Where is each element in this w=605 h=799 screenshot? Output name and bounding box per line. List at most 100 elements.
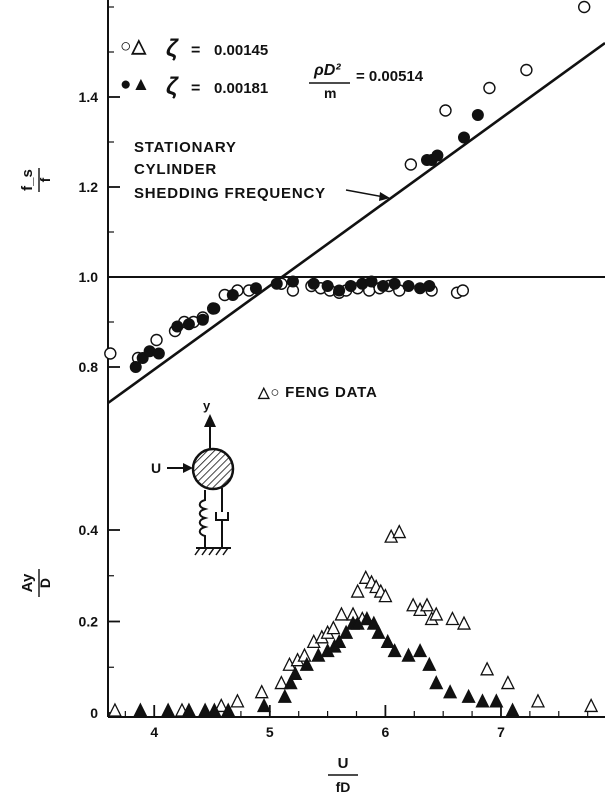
lower-data-point [230,693,245,708]
upper-series-1 [129,109,484,373]
upper-data-point [208,302,221,315]
upper-y-label-den: f [37,177,53,182]
lower-data-point [380,633,395,649]
lower-data-point [181,702,196,717]
lower-data-point [371,624,386,639]
lower-data-point [422,656,437,671]
upper-data-point [457,131,470,144]
lower-data-point [107,702,122,717]
lower-data-point [161,702,176,717]
upper-data-point [171,320,184,333]
data-marks [104,0,599,717]
legend-row1-symbols: ○△ [120,36,147,57]
lower-data-point [350,583,365,598]
upper-y-tick-label: 0.8 [79,359,99,375]
upper-y-tick-label: 1.2 [79,179,99,195]
lower-data-point [445,611,460,626]
shedding-label-line2: CYLINDER [134,161,217,178]
lower-data-point [254,684,269,699]
legend: ○△ ζ = 0.00145 ●▲ ζ = 0.00181 ρD² m = 0.… [120,35,424,101]
upper-data-point [143,345,156,358]
cylinder-diagram: y U [151,398,235,556]
lower-data-point [311,647,326,662]
lower-data-point [429,675,444,690]
lower-data-point [274,675,289,690]
upper-data-point [104,347,117,360]
lower-data-point [443,684,458,699]
upper-y-axis-title: f_s f [19,168,53,192]
lower-data-point [334,606,349,621]
upper-data-point [249,282,262,295]
lower-data-point [297,647,312,662]
lower-data-point [584,697,599,713]
lower-data-point [326,620,341,635]
shedding-frequency-line [107,41,605,405]
lower-series-1 [133,611,520,717]
upper-data-point [344,280,357,292]
upper-data-point [456,284,470,297]
lower-data-point [207,702,222,717]
upper-data-point [404,158,418,171]
x-tick-label: 7 [497,724,505,740]
upper-data-point [129,361,142,373]
shedding-annotation: STATIONARY CYLINDER SHEDDING FREQUENCY [134,139,390,202]
upper-data-point [414,282,427,295]
upper-data-point [150,333,163,347]
lower-data-point [429,606,444,621]
reference-lines [107,41,605,405]
lower-data-point [461,688,476,703]
legend-row1-value: 0.00145 [214,42,268,59]
spring-icon [198,490,209,548]
upper-data-point [577,0,591,14]
upper-data-point [377,280,390,292]
lower-data-point [530,693,546,708]
lower-data-point [475,693,490,708]
lower-data-point [332,633,347,649]
lower-data-point [277,688,292,703]
mass-param-value: = 0.00514 [356,68,424,85]
shedding-arrow-line [345,189,385,198]
lower-data-point [350,615,365,630]
x-tick-label: 5 [266,724,274,740]
lower-data-point [198,702,213,717]
upper-data-point [196,313,209,326]
lower-data-point [456,615,472,630]
upper-y-tick-label: 1.4 [79,89,99,105]
cylinder-circle [191,447,235,491]
upper-data-point [333,284,346,297]
lower-data-point [505,702,520,717]
axes: 4 5 6 7 0.8 1.0 1.2 1.4 0 0.2 0.4 [79,0,605,740]
lower-data-point [256,697,272,713]
lower-data-point [401,647,416,662]
lower-data-point [378,588,393,603]
lower-y-label-den: D [37,578,53,588]
shedding-label-line3: SHEDDING FREQUENCY [134,185,326,202]
lower-y-tick-label: 0 [90,705,98,721]
upper-data-point [321,280,334,292]
upper-data-point [402,280,415,292]
upper-y-tick-label: 1.0 [79,269,99,285]
lower-data-point [339,624,354,639]
shedding-label-line1: STATIONARY [134,139,237,156]
upper-data-point [471,109,484,121]
lower-data-point [221,702,236,717]
upper-data-point [431,149,444,162]
diagram-y-label: y [203,398,211,413]
upper-data-point [356,277,369,290]
lower-data-point [406,597,421,612]
legend-row1-zeta: ζ [166,35,179,62]
upper-data-point [483,81,496,95]
ground-hatch-icon [194,547,229,556]
damper-icon [215,488,229,548]
upper-data-point [270,277,283,290]
x-label-den: fD [336,779,351,795]
legend-row2-symbols: ●▲ [120,74,150,95]
upper-data-point [423,280,436,292]
mass-param-denominator: m [324,85,336,101]
upper-data-point [520,63,533,77]
upper-data-point [388,277,401,290]
upper-data-point [365,275,378,288]
lower-y-label-num: Ay [19,573,36,592]
lower-data-point [489,693,504,708]
